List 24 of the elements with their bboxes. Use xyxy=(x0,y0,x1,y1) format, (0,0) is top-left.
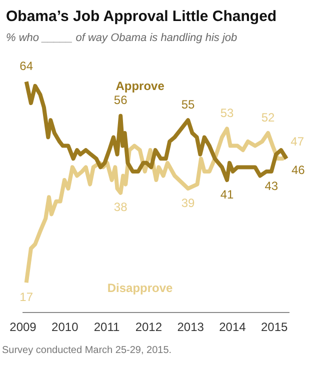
x-tick-label: 2009 xyxy=(10,320,37,334)
data-label: 38 xyxy=(114,200,128,214)
text: Disapprove xyxy=(107,280,174,295)
chart-title: Obama’s Job Approval Little Changed xyxy=(6,8,277,25)
data-label: 47 xyxy=(290,134,304,149)
text: Survey conducted March 25-29, 2015. xyxy=(2,345,172,356)
data-label: 52 xyxy=(261,110,276,124)
data-label: 43 xyxy=(264,178,278,193)
data-label: 17 xyxy=(20,290,34,304)
series-label: Approve xyxy=(116,78,165,93)
x-tick-label: 2014 xyxy=(219,320,246,334)
x-tick-label: 2011 xyxy=(94,320,120,334)
x-tick-label: 2012 xyxy=(135,320,162,334)
data-label: 64 xyxy=(20,58,34,73)
data-label: 39 xyxy=(181,196,196,210)
x-tick-label: 2013 xyxy=(177,320,204,334)
data-label: 41 xyxy=(220,187,234,202)
x-tick-label: 2010 xyxy=(52,320,79,334)
data-label: 55 xyxy=(181,97,196,112)
data-label: 53 xyxy=(220,106,234,120)
data-label: 56 xyxy=(114,93,128,108)
x-tick-label: 2015 xyxy=(260,320,288,334)
chart-subtitle: % who _____ of way Obama is handling his job xyxy=(6,32,238,44)
data-label: 46 xyxy=(291,162,306,177)
